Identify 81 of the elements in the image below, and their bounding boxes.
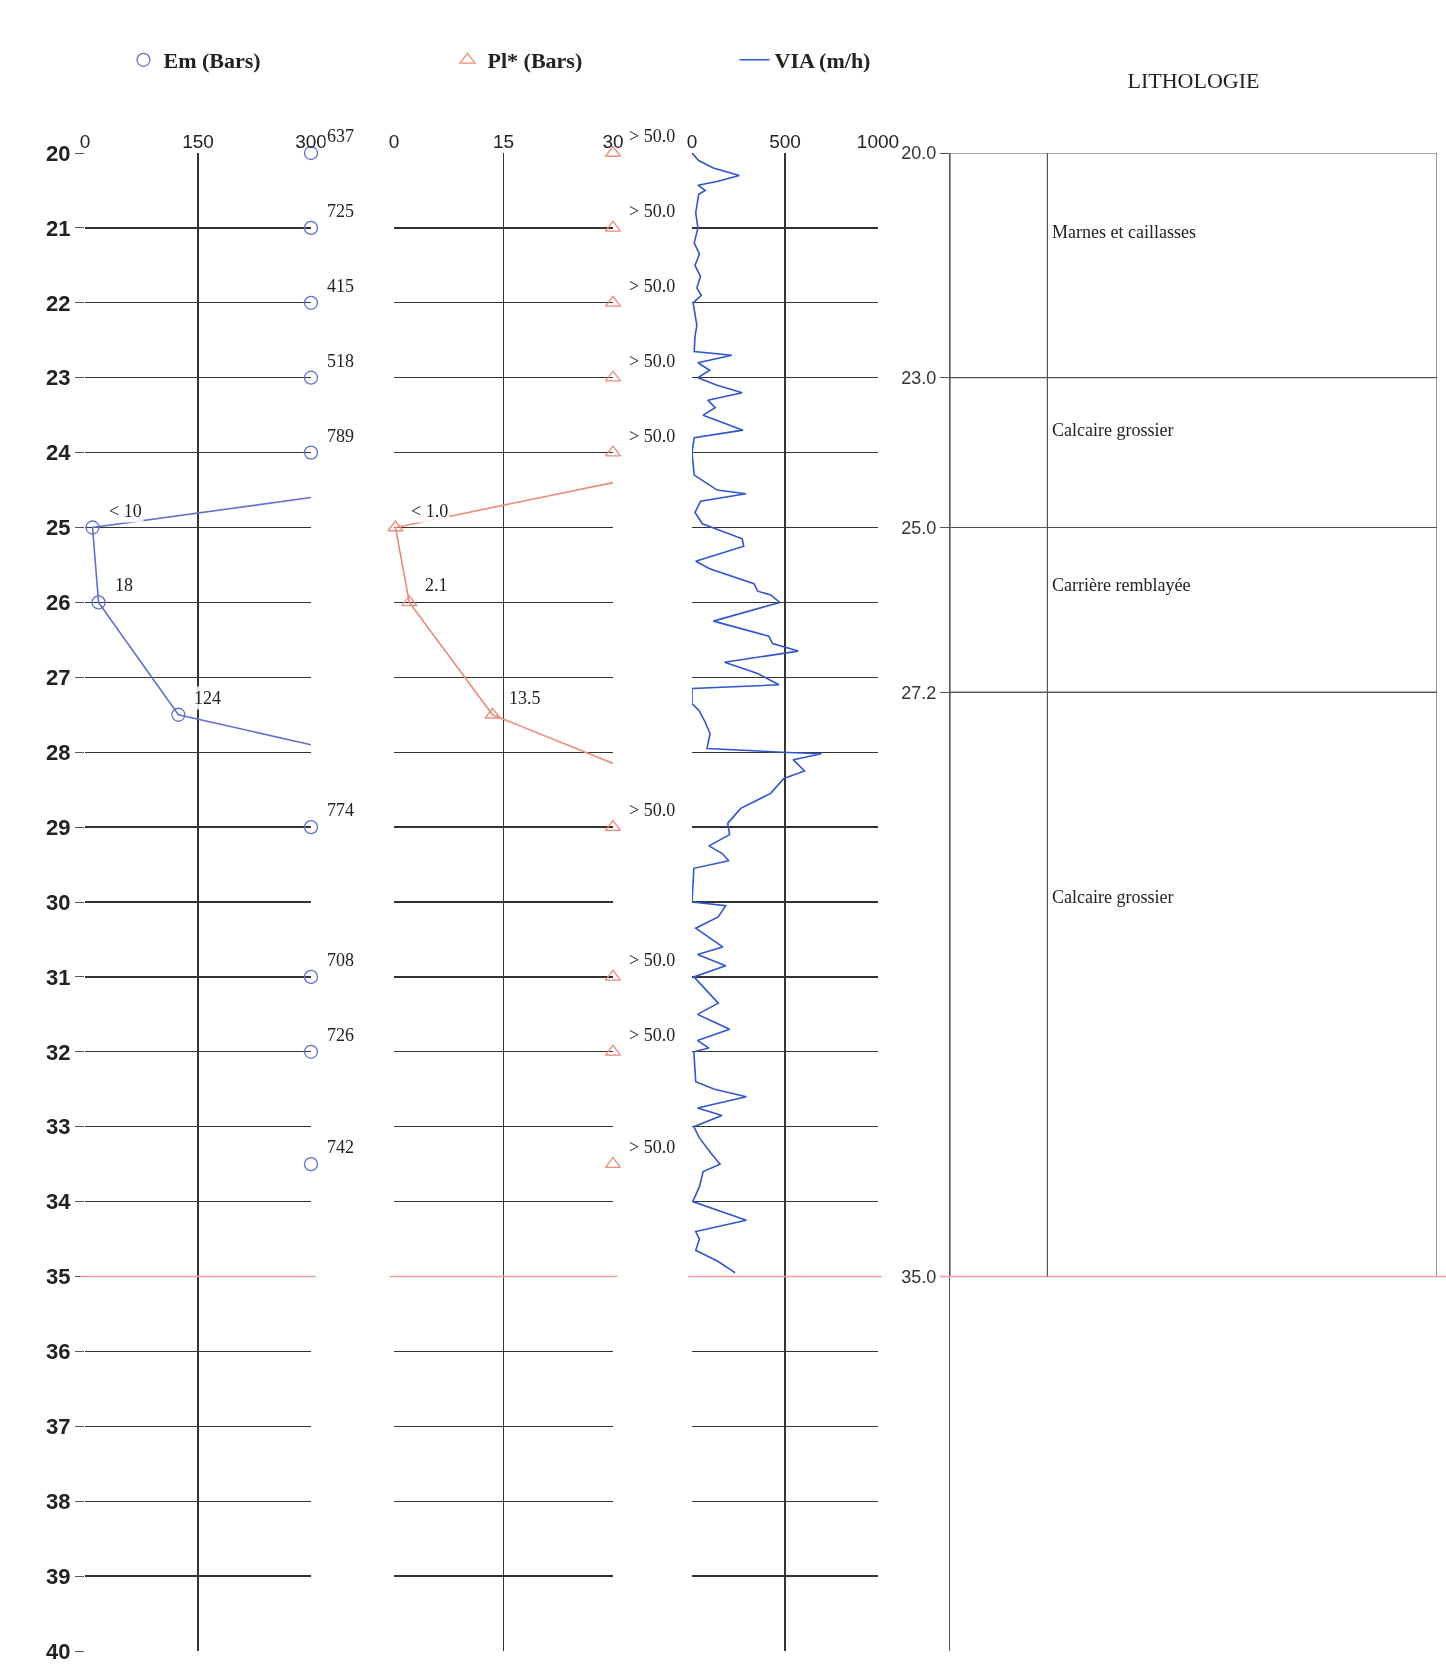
x-tick-label: 0 [79, 131, 91, 153]
annotation: 725 [327, 201, 354, 221]
series-label: Calcaire grossier [1052, 420, 1174, 440]
annotation: > 50.0 [629, 201, 676, 221]
series-label: Carrière remblayée [1052, 575, 1191, 595]
point [303, 969, 319, 985]
point [484, 707, 501, 719]
annotation: > 50.0 [629, 351, 676, 371]
point [303, 370, 319, 385]
x-tick-label: 0 [686, 131, 698, 153]
y-tick-label: 25 [46, 515, 71, 541]
y-tick-label: 38 [46, 1488, 71, 1514]
y-tick-label: 39 [46, 1563, 71, 1589]
annotation: > 50.0 [629, 426, 676, 446]
annotation: 415 [327, 276, 354, 296]
annotation: 18 [115, 575, 133, 595]
x-tick-label: 300 [295, 131, 327, 153]
point [171, 707, 186, 722]
y-tick-label: 29 [46, 814, 71, 840]
annotation: 742 [327, 1137, 354, 1157]
y-tick-label: 23.0 [901, 368, 937, 388]
annotation: > 50.0 [629, 1137, 676, 1157]
point [401, 595, 418, 607]
y-tick-label: 20 [46, 140, 71, 166]
y-tick-label: 27.2 [901, 682, 937, 703]
annotation: 774 [327, 800, 354, 820]
y-tick-label: 26 [46, 590, 71, 616]
y-tick-label: 28 [46, 739, 71, 765]
chart-title: LITHOLOGIE [1127, 67, 1260, 93]
x-tick-label: 30 [602, 131, 624, 153]
annotation: > 50.0 [629, 800, 676, 820]
annotation: 726 [327, 1025, 354, 1045]
legend-label: VIA (m/h) [774, 48, 871, 74]
x-tick-label: 0 [388, 131, 400, 153]
y-tick-label: 30 [46, 889, 71, 915]
y-tick-label: 35.0 [901, 1266, 937, 1287]
y-tick-label: 37 [46, 1414, 71, 1439]
annotation: 13.5 [509, 688, 541, 708]
annotation: 2.1 [425, 575, 448, 595]
series-label: Marnes et caillasses [1052, 222, 1196, 242]
y-tick-label: 24 [46, 440, 72, 466]
y-tick-label: 20.0 [901, 143, 937, 164]
y-tick-label: 25.0 [901, 517, 937, 538]
y-tick-label: 23 [46, 365, 71, 391]
x-tick-label: 15 [492, 131, 515, 153]
annotation: 637 [327, 126, 354, 146]
annotation: > 50.0 [629, 276, 676, 296]
annotation: < 1.0 [411, 501, 449, 521]
point [387, 520, 404, 532]
y-tick-label: 35 [46, 1264, 71, 1290]
y-tick-label: 33 [46, 1114, 71, 1140]
annotation: 708 [327, 950, 354, 970]
legend-label: Pl* (Bars) [487, 48, 583, 74]
y-tick-label: 32 [46, 1039, 71, 1065]
x-tick-label: 150 [182, 131, 214, 153]
point [303, 295, 319, 310]
point [303, 445, 319, 460]
y-tick-label: 21 [46, 215, 71, 241]
annotation: > 50.0 [629, 126, 676, 146]
point [303, 220, 319, 236]
x-tick-label: 500 [769, 131, 801, 153]
y-tick-label: 27 [46, 665, 71, 690]
point [303, 819, 319, 835]
y-tick-label: 36 [46, 1339, 71, 1365]
annotation: 124 [194, 688, 221, 708]
annotation: 518 [327, 351, 354, 371]
legend-label: Em (Bars) [163, 48, 261, 74]
annotation: > 50.0 [629, 1025, 676, 1045]
y-tick-label: 31 [46, 964, 71, 990]
annotation: 789 [327, 426, 354, 446]
y-tick-label: 34 [46, 1189, 72, 1215]
point [85, 520, 100, 535]
point [91, 595, 106, 610]
point [303, 1157, 319, 1172]
y-tick-label: 22 [46, 290, 71, 316]
series-label: Calcaire grossier [1052, 887, 1174, 907]
annotation: > 50.0 [629, 950, 676, 970]
annotation: < 10 [109, 501, 142, 521]
y-tick-label: 40 [46, 1638, 71, 1664]
point [303, 1044, 319, 1059]
x-tick-label: 1000 [856, 131, 900, 153]
